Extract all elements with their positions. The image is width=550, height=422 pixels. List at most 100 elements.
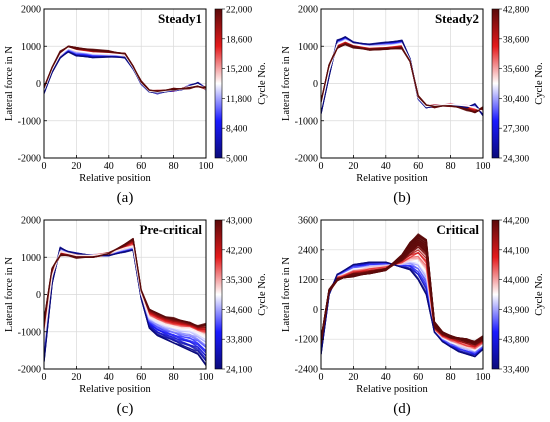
colorbar-tick-label: 18,600 [226, 35, 252, 45]
series-line [321, 40, 483, 112]
series-line [321, 41, 483, 110]
series-line [44, 248, 206, 362]
colorbar-tick-label: 11,800 [226, 95, 252, 105]
y-tick-label: -2400 [295, 365, 318, 376]
series-line [321, 40, 483, 113]
x-tick-label: 0 [319, 161, 324, 172]
series-line [321, 41, 483, 112]
y-tick-label: -1000 [18, 116, 41, 127]
series-line [321, 40, 483, 112]
panel-1: 0 20 40 60 80 100 -2000 -1000 0 1000 2000 Steady2 Re… [281, 5, 545, 207]
colorbar-tick-label: 43,800 [503, 336, 529, 346]
x-tick-label: 60 [136, 372, 146, 383]
colorbar-label: Cycle No. [257, 273, 268, 316]
colorbar-tick-label: 42,200 [226, 246, 252, 256]
x-axis-label: Relative position [356, 384, 428, 395]
series-line [44, 45, 206, 93]
series-line [321, 234, 483, 343]
colorbar-tick-label: 44,100 [503, 246, 529, 256]
y-tick-label: 3600 [298, 216, 318, 227]
series-line [44, 247, 206, 366]
x-tick-label: 0 [42, 372, 47, 383]
series-line [321, 42, 483, 112]
series-line [44, 237, 206, 327]
x-tick-label: 20 [71, 161, 81, 172]
x-tick-label: 100 [476, 161, 491, 172]
colorbar-label: Cycle No. [534, 62, 545, 105]
y-tick-label: 0 [313, 305, 318, 316]
x-tick-label: 100 [476, 372, 491, 383]
colorbar-tick-label: 33,800 [226, 336, 252, 346]
colorbar [491, 219, 500, 370]
series-line [321, 40, 483, 112]
x-axis-label: Relative position [356, 173, 428, 184]
x-tick-label: 60 [413, 161, 423, 172]
colorbar-tick-label: 27,300 [503, 125, 529, 135]
series-line [321, 43, 483, 113]
panel-letter: (c) [117, 401, 134, 417]
series-line [321, 41, 483, 111]
y-tick-label: 1000 [298, 42, 318, 53]
y-tick-label: -1000 [18, 327, 41, 338]
x-tick-label: 80 [169, 372, 179, 383]
y-axis-label: Lateral force in N [4, 257, 15, 332]
series-line [44, 45, 206, 92]
colorbar [214, 8, 223, 159]
panel-3: 0 20 40 60 80 100 -2400 -1200 0 1200 2400 3600 Criti… [281, 216, 545, 418]
series-group [321, 36, 483, 117]
colorbar-tick-label: 34,600 [226, 306, 252, 316]
colorbar-tick-label: 24,100 [226, 366, 252, 376]
y-tick-label: 2000 [298, 5, 318, 16]
series-line [321, 235, 483, 343]
colorbar-tick-label: 35,600 [503, 65, 529, 75]
colorbar-tick-label: 30,400 [503, 95, 529, 105]
colorbar-tick-label: 43,900 [503, 306, 529, 316]
panel-letter: (a) [117, 190, 134, 206]
panel-title: Steady2 [435, 11, 479, 26]
y-tick-label: 1200 [298, 275, 318, 286]
colorbar-label: Cycle No. [534, 273, 545, 316]
colorbar-tick-label: 8,400 [226, 125, 248, 135]
y-tick-label: 1000 [21, 42, 41, 53]
series-group [44, 237, 206, 366]
series-line [321, 43, 483, 114]
series-line [321, 261, 483, 358]
x-tick-label: 80 [446, 372, 456, 383]
x-tick-label: 0 [319, 372, 324, 383]
series-line [44, 51, 206, 94]
series-line [321, 43, 483, 114]
colorbar-tick-label: 44,200 [503, 217, 529, 227]
series-line [321, 38, 483, 114]
x-tick-label: 40 [104, 161, 114, 172]
y-tick-label: 0 [36, 79, 41, 90]
x-tick-label: 60 [136, 161, 146, 172]
y-tick-label: 2000 [21, 216, 41, 227]
series-line [321, 44, 483, 113]
series-line [321, 42, 483, 112]
panel-title: Steady1 [158, 11, 202, 26]
colorbar-tick-label: 35,300 [226, 276, 252, 286]
series-line [321, 39, 483, 113]
series-line [44, 247, 206, 366]
series-group [321, 233, 483, 358]
x-tick-label: 20 [348, 372, 358, 383]
panel-title: Pre-critical [139, 222, 202, 237]
series-line [44, 246, 206, 348]
x-tick-label: 80 [446, 161, 456, 172]
x-tick-label: 20 [348, 161, 358, 172]
y-tick-label: 0 [313, 79, 318, 90]
series-line [321, 40, 483, 112]
colorbar-tick-label: 15,200 [226, 65, 252, 75]
series-line [321, 38, 483, 114]
panel-0: 0 20 40 60 80 100 -2000 -1000 0 1000 2000 Steady1 Re… [4, 5, 268, 207]
y-tick-label: 2400 [298, 245, 318, 256]
colorbar-tick-label: 5,000 [226, 155, 248, 165]
colorbar-tick-label: 44,000 [503, 276, 529, 286]
series-group [44, 45, 206, 95]
y-tick-label: 1000 [21, 253, 41, 264]
x-tick-label: 100 [199, 161, 214, 172]
y-axis-label: Lateral force in N [281, 46, 292, 121]
series-line [321, 43, 483, 112]
x-tick-label: 0 [42, 161, 47, 172]
